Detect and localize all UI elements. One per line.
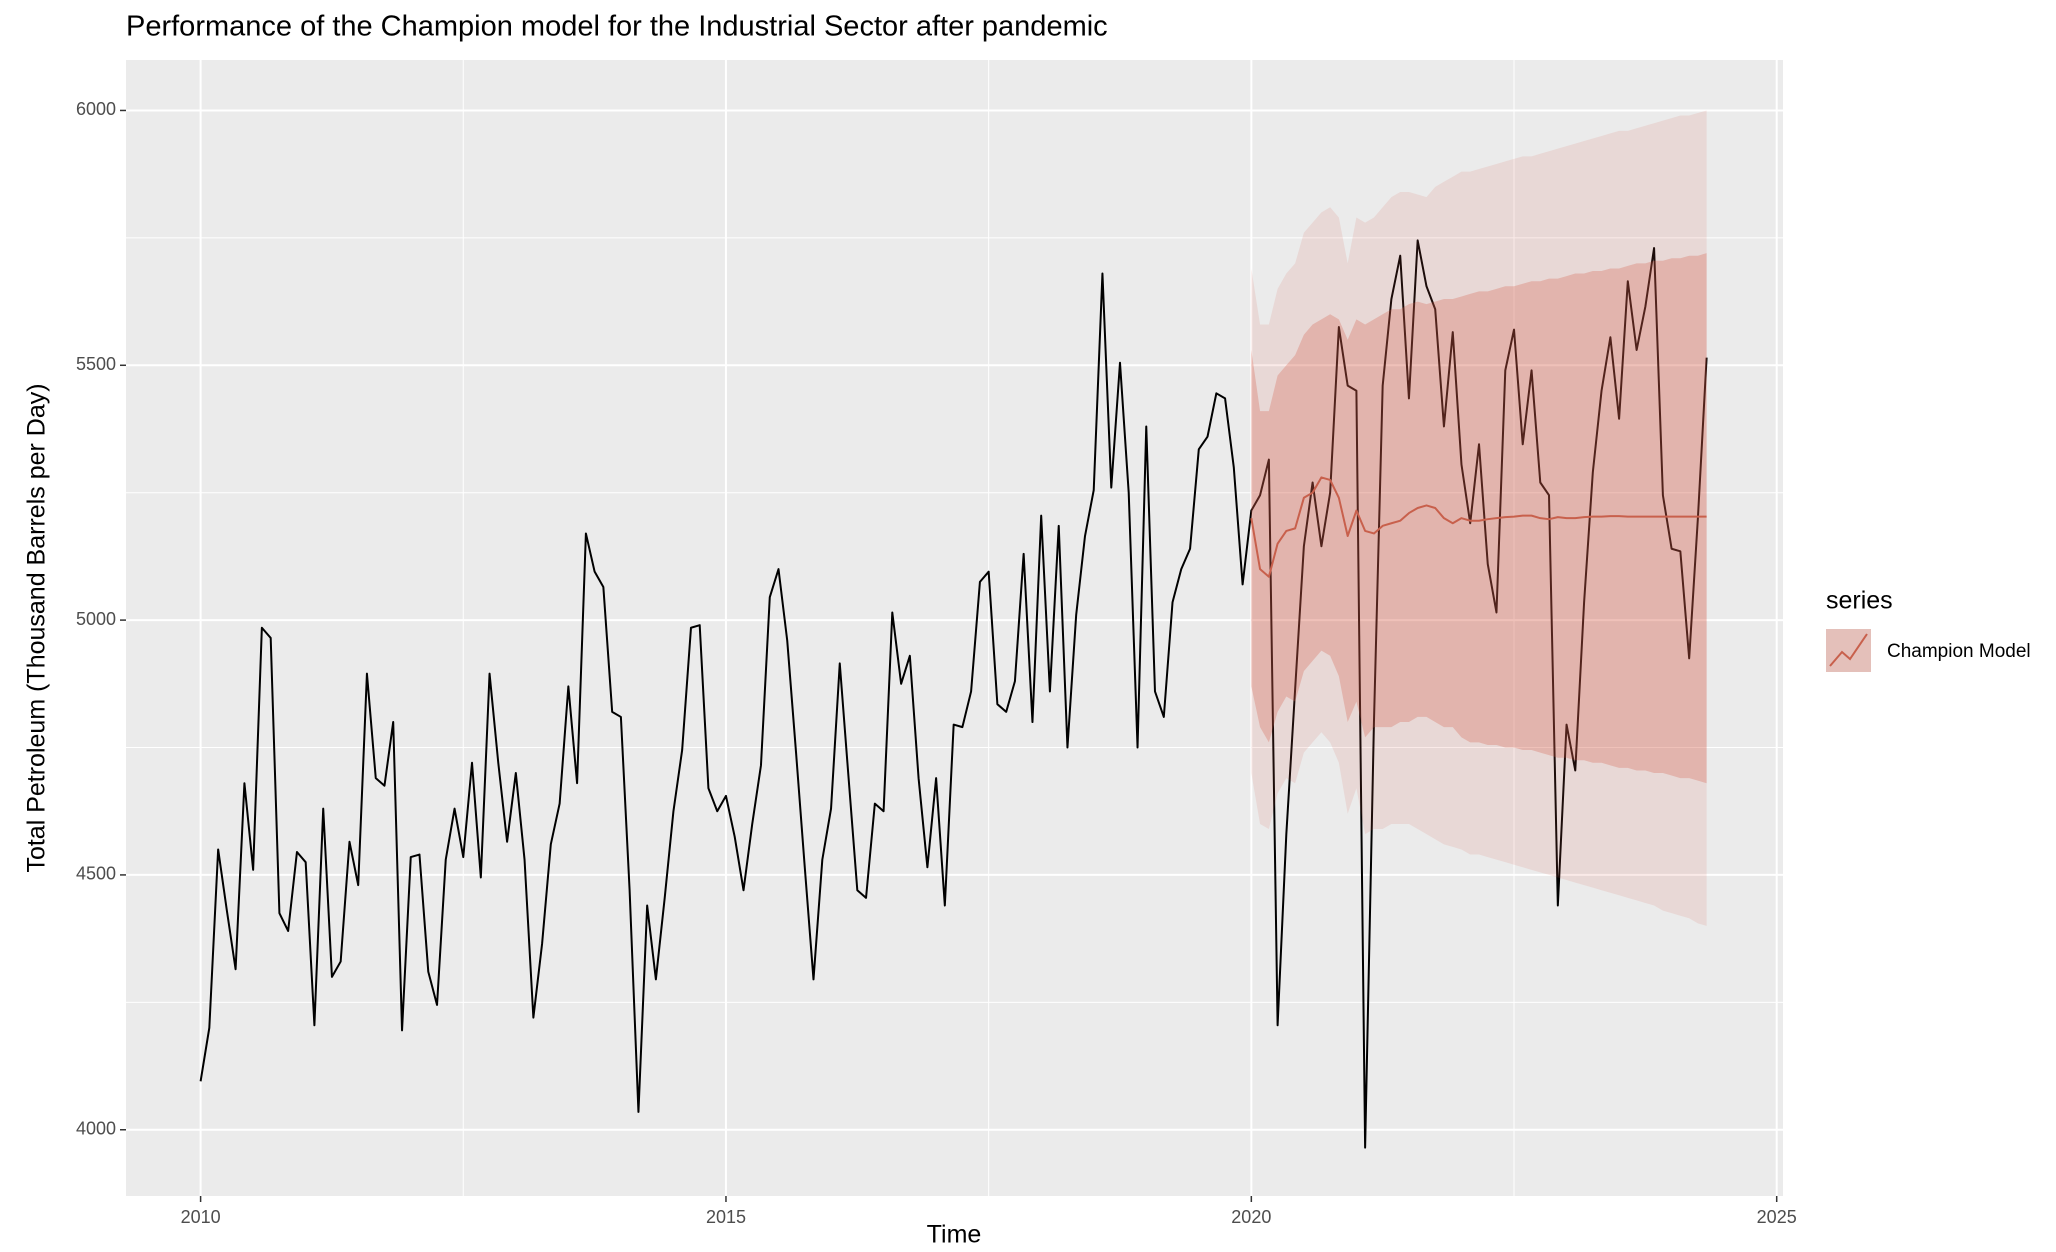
y-tick-label: 4000 bbox=[76, 1118, 116, 1138]
x-tick-label: 2010 bbox=[181, 1207, 221, 1227]
legend-title: series bbox=[1826, 587, 1893, 615]
legend-key bbox=[1826, 629, 1871, 672]
band-80 bbox=[1251, 253, 1707, 784]
x-tick-label: 2020 bbox=[1231, 1207, 1271, 1227]
chart-title: Performance of the Champion model for th… bbox=[126, 11, 1108, 43]
legend-key-band bbox=[1826, 629, 1871, 672]
legend-key-line bbox=[1829, 633, 1868, 667]
y-tick-label: 5500 bbox=[76, 354, 116, 374]
legend-label: Champion Model bbox=[1887, 641, 2031, 662]
forecast-line bbox=[1250, 476, 1707, 578]
y-axis-label: Total Petroleum (Thousand Barrels per Da… bbox=[23, 383, 51, 872]
y-tick-label: 6000 bbox=[76, 99, 116, 119]
observed-line bbox=[199, 239, 1708, 1149]
x-axis-label: Time bbox=[927, 1221, 982, 1249]
x-tick-label: 2015 bbox=[706, 1207, 746, 1227]
band-95 bbox=[1251, 110, 1707, 926]
y-tick-label: 4500 bbox=[76, 864, 116, 884]
y-tick-label: 5000 bbox=[76, 609, 116, 629]
x-tick-label: 2025 bbox=[1757, 1207, 1797, 1227]
